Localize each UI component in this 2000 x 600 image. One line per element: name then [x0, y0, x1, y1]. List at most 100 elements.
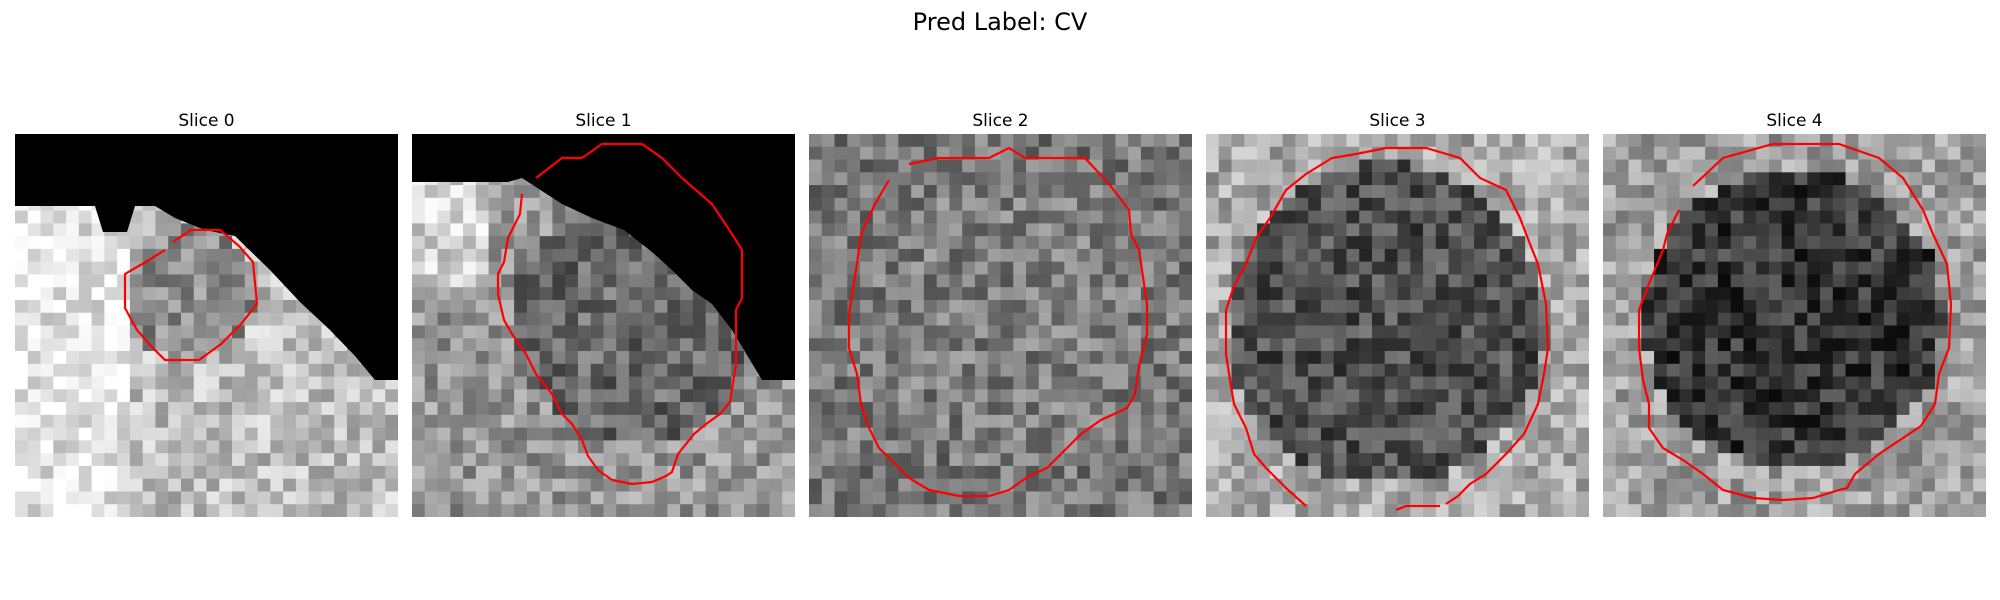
pixel	[834, 453, 848, 467]
pixel	[1871, 236, 1885, 250]
pixel	[40, 287, 54, 301]
pixel	[911, 197, 925, 212]
pixel	[53, 376, 67, 390]
pixel	[1295, 261, 1309, 276]
pixel	[142, 363, 157, 378]
pixel	[1359, 210, 1373, 224]
pixel	[1973, 172, 1986, 186]
pixel	[1717, 159, 1732, 173]
pixel	[987, 185, 1002, 199]
slice-panel-0: Slice 0	[15, 108, 398, 517]
pixel	[834, 146, 848, 161]
pixel	[1794, 185, 1808, 199]
pixel	[936, 287, 951, 301]
pixel	[15, 478, 29, 493]
pixel	[962, 389, 976, 403]
pixel	[577, 427, 592, 441]
pixel	[1537, 299, 1552, 314]
pixel	[1320, 453, 1335, 467]
pixel	[1858, 223, 1872, 237]
pixel	[142, 453, 157, 467]
pixel	[1244, 338, 1258, 352]
pixel	[1231, 223, 1245, 237]
pixel	[488, 465, 502, 480]
pixel	[1576, 414, 1589, 429]
pixel	[1858, 338, 1872, 352]
pixel	[1397, 261, 1411, 276]
pixel	[104, 491, 118, 505]
pixel	[168, 363, 182, 378]
pixel	[1474, 197, 1488, 212]
pixel	[629, 453, 643, 467]
pixel	[1359, 274, 1373, 288]
pixel	[1231, 248, 1245, 263]
pixel	[1359, 185, 1373, 199]
pixel	[117, 402, 131, 416]
pixel	[680, 325, 694, 339]
pixel	[1371, 134, 1386, 148]
pixel	[1807, 389, 1821, 403]
pixel	[885, 351, 899, 365]
pixel	[1013, 351, 1027, 365]
pixel	[1947, 440, 1962, 454]
pixel	[1153, 453, 1168, 467]
pixel	[809, 504, 823, 517]
pixel	[1550, 338, 1565, 352]
pixel	[372, 453, 386, 467]
pixel	[1845, 172, 1859, 186]
pixel	[1282, 427, 1296, 441]
pixel	[1768, 402, 1783, 416]
pixel	[359, 389, 374, 403]
pixel	[860, 261, 874, 276]
pixel	[949, 146, 963, 161]
pixel	[1512, 287, 1526, 301]
pixel	[193, 363, 208, 378]
pixel	[1474, 427, 1488, 441]
pixel	[1628, 274, 1642, 288]
pixel	[680, 491, 694, 505]
pixel	[847, 172, 861, 186]
pixel	[962, 248, 976, 263]
pixel	[1282, 236, 1296, 250]
pixel	[1947, 504, 1962, 517]
pixel	[1423, 185, 1437, 199]
pixel	[577, 465, 592, 480]
pixel	[1781, 491, 1796, 505]
pixel	[1947, 159, 1962, 173]
pixel	[295, 453, 310, 467]
pixel	[809, 338, 823, 352]
pixel	[1679, 465, 1693, 480]
pixel	[450, 261, 464, 276]
pixel	[1845, 312, 1859, 327]
pixel	[847, 134, 861, 148]
pixel	[1525, 274, 1539, 288]
pixel	[974, 134, 989, 148]
pixel	[1807, 223, 1821, 237]
pixel	[1896, 223, 1910, 237]
pixel	[1781, 248, 1796, 263]
pixel	[1308, 465, 1322, 480]
pixel	[1858, 236, 1872, 250]
pixel	[1615, 414, 1630, 429]
pixel	[501, 440, 515, 454]
pixel	[1871, 261, 1885, 276]
pixel	[1576, 274, 1589, 288]
pixel	[27, 338, 42, 352]
pixel	[1410, 312, 1424, 327]
pixel	[1218, 287, 1233, 301]
pixel	[1537, 312, 1552, 327]
pixel	[1166, 185, 1180, 199]
pixel	[15, 402, 29, 416]
pixel	[412, 478, 426, 493]
pixel	[577, 325, 592, 339]
pixel	[1140, 414, 1155, 429]
pixel	[488, 299, 502, 314]
pixel	[821, 376, 836, 390]
pixel	[1231, 504, 1245, 517]
pixel	[1871, 172, 1885, 186]
pixel	[1883, 172, 1898, 186]
pixel	[66, 351, 80, 365]
pixel	[1064, 185, 1078, 199]
pixel	[1947, 172, 1962, 186]
pixel	[1794, 389, 1808, 403]
